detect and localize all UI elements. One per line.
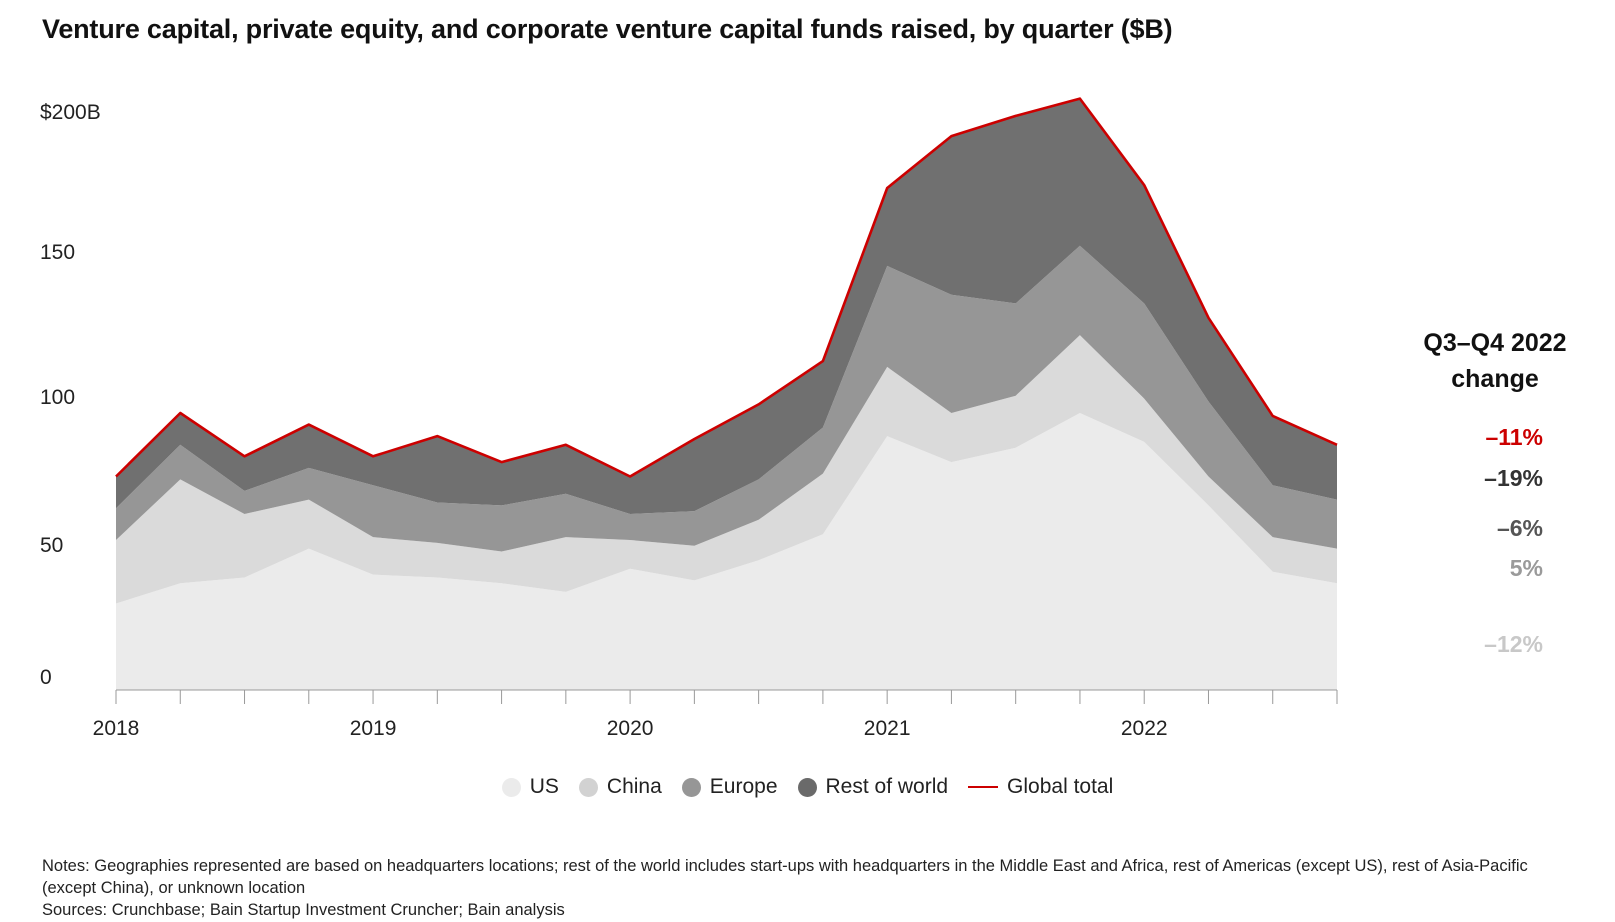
y-tick-label: 100 (40, 386, 75, 409)
notes-text: Notes: Geographies represented are based… (42, 857, 1528, 897)
y-tick-label: $200B (40, 101, 101, 124)
legend-label-china: China (606, 775, 662, 798)
sources-text: Sources: Crunchbase; Bain Startup Invest… (42, 901, 565, 919)
legend-label-rest-of-world: Rest of world (825, 775, 949, 798)
y-tick-label: 0 (40, 666, 52, 689)
chart-notes: Notes: Geographies represented are based… (42, 855, 1572, 921)
change-us: –12% (1484, 631, 1543, 657)
chart-legend: US China Europe Rest of world Global tot… (0, 775, 1615, 799)
change-panel-title-line2: change (1451, 365, 1539, 393)
global-total-line (115, 97, 1338, 478)
change-europe: –6% (1496, 515, 1543, 541)
legend-item-us: US (501, 775, 559, 799)
y-tick-label: 50 (40, 534, 63, 557)
legend-item-global-total: Global total (968, 775, 1113, 799)
legend-item-china: China (578, 775, 662, 799)
legend-item-europe: Europe (681, 775, 778, 799)
legend-label-us: US (529, 775, 559, 798)
legend-swatch-global-total (968, 786, 999, 788)
change-global-total: –11% (1485, 424, 1543, 450)
y-tick-label: 150 (40, 241, 75, 264)
change-rest-of-world: –19% (1484, 465, 1543, 491)
area-us (116, 413, 1337, 690)
area-rest-of-world (116, 98, 1337, 514)
x-tick-label: 2021 (864, 717, 911, 740)
legend-swatch-us (501, 777, 521, 797)
legend-swatch-china (578, 777, 598, 797)
change-panel-title-line1: Q3–Q4 2022 (1423, 329, 1567, 357)
x-tick-label: 2018 (93, 717, 140, 740)
change-panel-title: Q3–Q4 2022 change (1385, 325, 1605, 397)
x-tick-label: 2019 (350, 717, 397, 740)
legend-swatch-rest-of-world (797, 777, 817, 797)
legend-label-global-total: Global total (1007, 775, 1114, 798)
x-tick-label: 2022 (1121, 717, 1168, 740)
chart-title: Venture capital, private equity, and cor… (42, 14, 1173, 44)
legend-label-europe: Europe (709, 775, 778, 798)
area-china (116, 335, 1337, 604)
area-europe (116, 245, 1337, 552)
legend-swatch-europe (681, 777, 701, 797)
legend-item-rest-of-world: Rest of world (797, 775, 949, 799)
x-tick-label: 2020 (607, 717, 654, 740)
change-china: 5% (1509, 555, 1543, 581)
